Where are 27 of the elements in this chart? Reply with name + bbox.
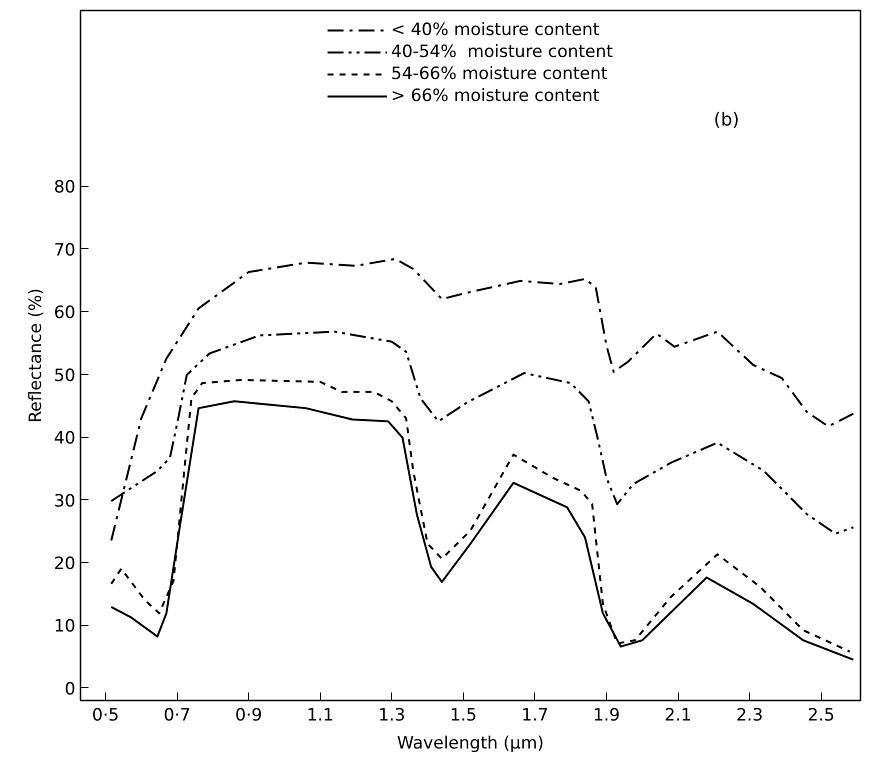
x-tick-label: 0·9 [235, 706, 262, 726]
y-tick-label: 70 [54, 240, 76, 260]
x-tick-label: 1.9 [592, 706, 620, 726]
x-tick-label: 2.5 [808, 706, 835, 726]
y-tick-label: 30 [54, 491, 76, 512]
legend-label: < 40% moisture content [391, 20, 600, 40]
x-axis-title: Wavelength (μm) [397, 734, 544, 754]
y-axis-title: Reflectance (%) [26, 288, 46, 423]
y-tick-label: 20 [54, 554, 76, 574]
x-tick-label: 1.5 [450, 706, 477, 726]
x-tick-label: 1.3 [378, 706, 406, 726]
x-tick-label: 1.7 [521, 706, 548, 726]
x-tick-label: 0·5 [92, 706, 120, 726]
x-tick-label: 2.3 [736, 706, 764, 726]
x-tick-label: 0·7 [164, 706, 191, 726]
y-tick-label: 40 [54, 428, 76, 449]
annotation: (b) [714, 110, 740, 130]
x-tick-label: 2.1 [664, 706, 692, 726]
y-tick-label: 80 [54, 178, 76, 198]
legend-label: 54-66% moisture content [391, 64, 608, 84]
x-tick-label: 1.1 [306, 706, 334, 726]
y-tick-label: 0 [64, 679, 76, 700]
y-tick-label: 10 [54, 616, 76, 637]
legend-label: > 66% moisture content [391, 86, 600, 106]
y-tick-label: 60 [54, 303, 76, 324]
legend-label: 40-54% moisture content [391, 42, 613, 62]
y-tick-label: 50 [54, 366, 76, 386]
